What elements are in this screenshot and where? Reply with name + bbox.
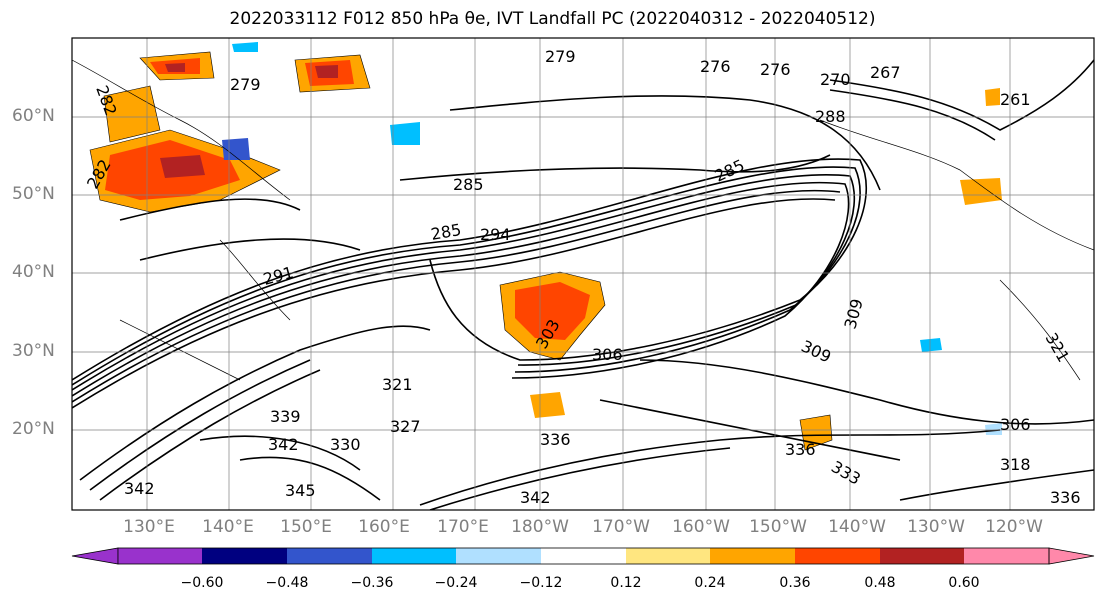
map-title: 2022033112 F012 850 hPa θe, IVT Landfall… bbox=[229, 9, 876, 29]
contour-label: 285 bbox=[453, 175, 484, 194]
contour-label: 336 bbox=[1050, 488, 1081, 507]
colorbar-swatch bbox=[795, 548, 880, 564]
colorbar-frame bbox=[117, 547, 1050, 565]
contour-label: 336 bbox=[540, 430, 571, 449]
contour-label: 288 bbox=[815, 107, 846, 126]
colorbar-tick-label: −0.36 bbox=[350, 575, 394, 591]
lon-label: 130°E bbox=[123, 517, 175, 537]
colorbar-tick-label: −0.60 bbox=[180, 575, 224, 591]
colorbar-tick-label: 0.24 bbox=[694, 575, 726, 591]
lon-label: 140°W bbox=[828, 517, 886, 537]
lon-label: 160°E bbox=[358, 517, 410, 537]
contour-labels: 282 279 279 276 276 270 267 261 285 285 … bbox=[83, 47, 1081, 507]
contour-label: 342 bbox=[520, 488, 551, 507]
contour-label: 321 bbox=[382, 375, 413, 394]
colorbar-tick-label: 0.12 bbox=[610, 575, 642, 591]
lon-label: 140°E bbox=[202, 517, 254, 537]
colorbar-swatch bbox=[456, 548, 541, 564]
colorbar-tick-label: 0.60 bbox=[948, 575, 980, 591]
lon-label: 170°E bbox=[437, 517, 489, 537]
lon-label: 150°E bbox=[280, 517, 332, 537]
colorbar-swatch bbox=[372, 548, 456, 564]
coastlines bbox=[72, 59, 1094, 381]
colorbar-swatch bbox=[118, 548, 202, 564]
colorbar-swatch bbox=[964, 548, 1049, 564]
colorbar-swatch bbox=[710, 548, 795, 564]
contour-label: 306 bbox=[1000, 415, 1031, 434]
contour-label: 330 bbox=[330, 435, 361, 454]
contour-label: 342 bbox=[268, 435, 299, 454]
lon-label: 170°W bbox=[592, 517, 650, 537]
lat-label: 60°N bbox=[12, 106, 55, 126]
colorbar-tick-label: 0.48 bbox=[864, 575, 896, 591]
contour-label: 318 bbox=[1000, 455, 1031, 474]
theta-e-contours bbox=[72, 59, 1094, 510]
colorbar-tick-label: 0.36 bbox=[779, 575, 811, 591]
lat-lon-grid bbox=[72, 38, 1094, 510]
contour-label: 333 bbox=[828, 457, 864, 489]
colorbar-swatch bbox=[287, 548, 372, 564]
colorbar-tick-label: −0.24 bbox=[434, 575, 478, 591]
contour-label: 309 bbox=[841, 297, 867, 331]
contour-label: 276 bbox=[760, 60, 791, 79]
lat-label: 20°N bbox=[12, 419, 55, 439]
colorbar-extend-low bbox=[71, 547, 119, 565]
lon-label: 160°W bbox=[672, 517, 730, 537]
lat-label: 50°N bbox=[12, 184, 55, 204]
contour-label: 327 bbox=[390, 417, 421, 436]
contour-label: 276 bbox=[700, 57, 731, 76]
colorbar bbox=[71, 547, 1095, 565]
contour-label: 336 bbox=[785, 440, 816, 459]
contour-label: 342 bbox=[124, 479, 155, 498]
contour-label: 345 bbox=[285, 481, 316, 500]
contour-label: 294 bbox=[480, 225, 511, 244]
colorbar-swatch bbox=[626, 548, 710, 564]
colorbar-swatch bbox=[880, 548, 964, 564]
contour-label: 279 bbox=[545, 47, 576, 66]
colorbar-tick-label: −0.12 bbox=[519, 575, 563, 591]
lon-label: 120°W bbox=[985, 517, 1043, 537]
contour-label: 306 bbox=[592, 345, 623, 364]
lon-label: 130°W bbox=[907, 517, 965, 537]
lon-label: 180°W bbox=[511, 517, 569, 537]
lon-label: 150°W bbox=[749, 517, 807, 537]
contour-label: 282 bbox=[92, 83, 120, 118]
contour-label: 267 bbox=[870, 63, 901, 82]
colorbar-swatch bbox=[202, 548, 287, 564]
contour-label: 279 bbox=[230, 75, 261, 94]
colorbar-swatch bbox=[541, 548, 626, 564]
contour-label: 321 bbox=[1042, 330, 1074, 366]
contour-label: 270 bbox=[820, 70, 851, 89]
lat-label: 40°N bbox=[12, 262, 55, 282]
contour-label: 261 bbox=[1000, 90, 1031, 109]
map-frame bbox=[71, 37, 1095, 511]
colorbar-extend-high bbox=[1048, 547, 1095, 565]
lat-label: 30°N bbox=[12, 341, 55, 361]
contour-label: 339 bbox=[270, 407, 301, 426]
contour-label: 309 bbox=[798, 336, 834, 366]
shaded-anomaly-regions bbox=[89, 42, 1002, 451]
colorbar-tick-label: −0.48 bbox=[265, 575, 309, 591]
